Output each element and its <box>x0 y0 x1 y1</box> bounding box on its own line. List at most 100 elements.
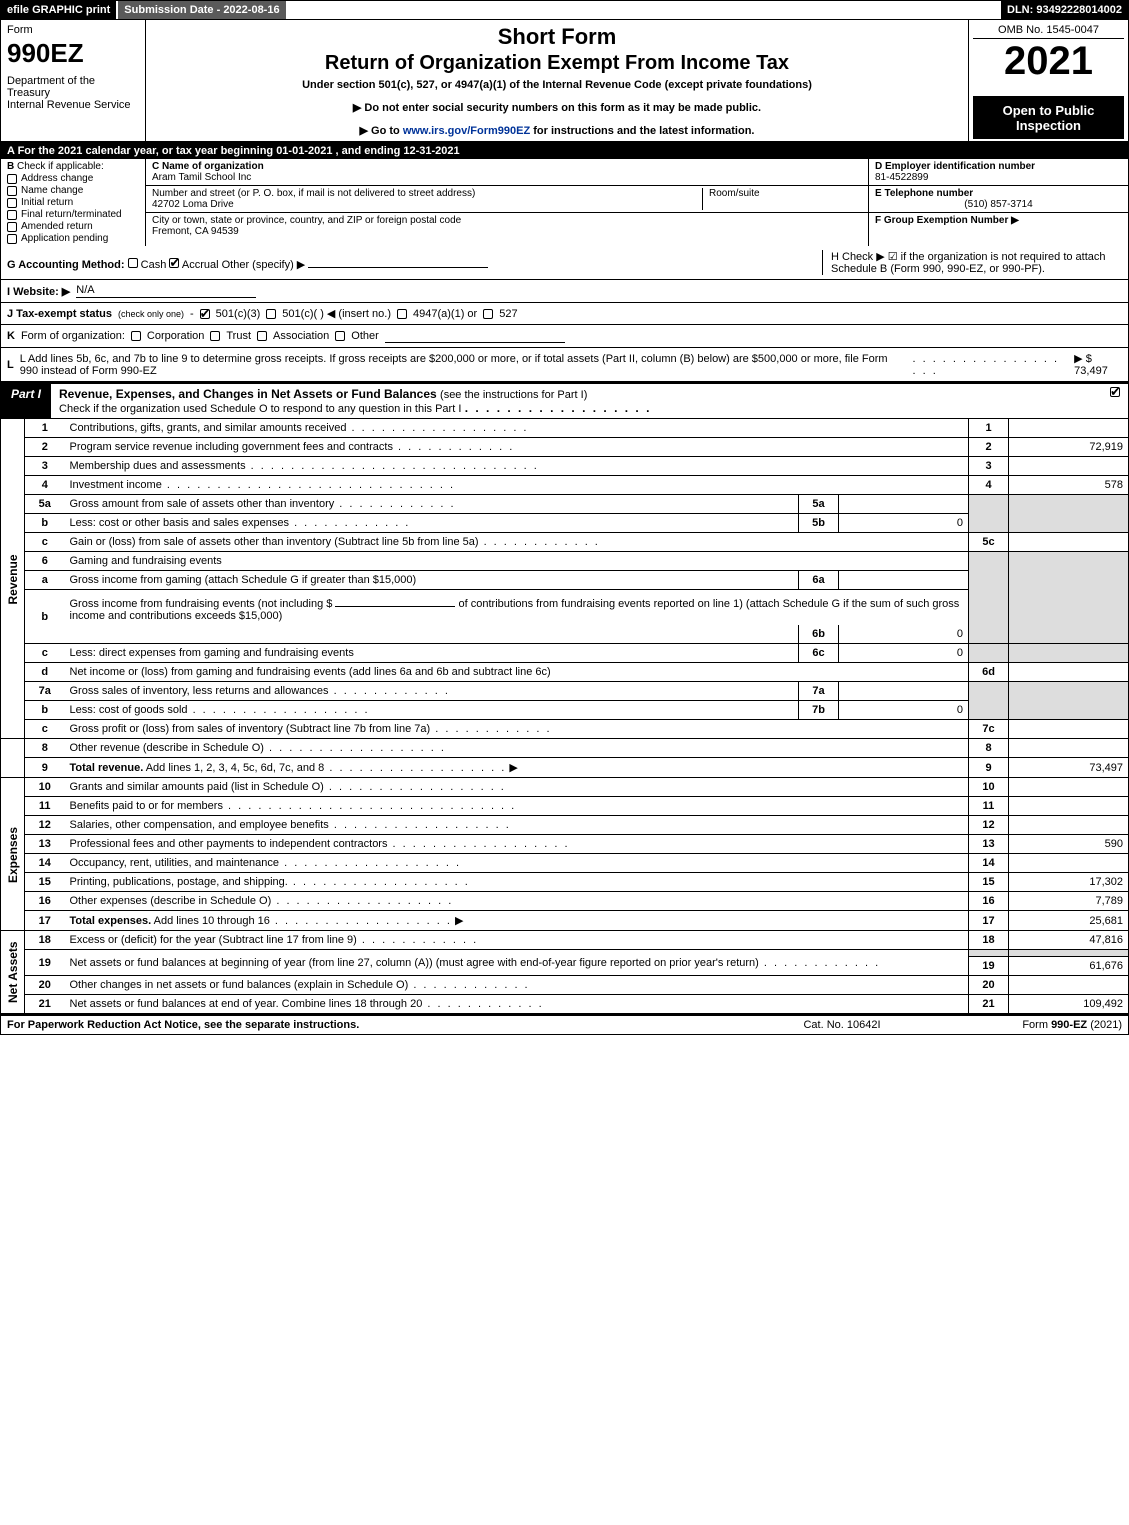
line-desc: Gaming and fundraising events <box>65 552 969 571</box>
line-num: 6 <box>25 552 65 571</box>
line-amount: 590 <box>1009 835 1129 854</box>
shaded-cell <box>1009 682 1129 720</box>
line-desc: Total revenue. Add lines 1, 2, 3, 4, 5c,… <box>65 758 969 778</box>
tel-row: E Telephone number (510) 857-3714 <box>869 186 1128 213</box>
sub-ref: 6c <box>799 644 839 663</box>
sub-val: 0 <box>839 625 969 644</box>
line-num: 10 <box>25 778 65 797</box>
line-desc: Gross sales of inventory, less returns a… <box>65 682 799 701</box>
checkbox-corp[interactable] <box>131 331 141 341</box>
cb-label: Name change <box>21 185 83 196</box>
shaded-cell <box>1009 495 1129 533</box>
checkbox-final-return[interactable] <box>7 210 17 220</box>
expenses-side-label: Expenses <box>1 778 25 931</box>
sub-ref: 7a <box>799 682 839 701</box>
checkbox-assoc[interactable] <box>257 331 267 341</box>
line-ref: 6d <box>969 663 1009 682</box>
part-i-title: Revenue, Expenses, and Changes in Net As… <box>51 384 1102 418</box>
line-amount: 17,302 <box>1009 873 1129 892</box>
checkbox-527[interactable] <box>483 309 493 319</box>
cash-label: Cash <box>141 259 167 271</box>
form-header: Form 990EZ Department of the Treasury In… <box>0 19 1129 143</box>
part-title-text: Revenue, Expenses, and Changes in Net As… <box>59 387 437 401</box>
line-desc: Excess or (deficit) for the year (Subtra… <box>65 931 969 950</box>
line-ref: 5c <box>969 533 1009 552</box>
line-amount <box>1009 663 1129 682</box>
netassets-side-label: Net Assets <box>1 931 25 1014</box>
checkbox-501c[interactable] <box>266 309 276 319</box>
line-desc: Gross income from fundraising events (no… <box>65 590 969 626</box>
line-desc: Occupancy, rent, utilities, and maintena… <box>65 854 969 873</box>
line-amount <box>1009 854 1129 873</box>
city-row: City or town, state or province, country… <box>146 213 868 239</box>
l-amount: ▶ $ 73,497 <box>1074 352 1122 377</box>
checkbox-other-org[interactable] <box>335 331 345 341</box>
line-amount <box>1009 419 1129 438</box>
line-amount <box>1009 976 1129 995</box>
street-value: 42702 Loma Drive <box>152 199 702 210</box>
dln-label: DLN: 93492228014002 <box>1001 1 1128 19</box>
org-name: Aram Tamil School Inc <box>152 172 862 183</box>
other-org-input[interactable] <box>385 329 565 343</box>
revenue-side-label: Revenue <box>1 419 25 739</box>
checkbox-address-change[interactable] <box>7 174 17 184</box>
checkbox-cash[interactable] <box>128 258 138 268</box>
checkbox-amended-return[interactable] <box>7 222 17 232</box>
row-j: J Tax-exempt status (check only one) - 5… <box>1 302 1128 324</box>
column-c: C Name of organization Aram Tamil School… <box>146 159 868 246</box>
column-d: D Employer identification number 81-4522… <box>868 159 1128 246</box>
footer-center: Cat. No. 10642I <box>742 1019 942 1031</box>
line-amount <box>1009 457 1129 476</box>
line-num: 16 <box>25 892 65 911</box>
line-num: 21 <box>25 995 65 1014</box>
line-num: 4 <box>25 476 65 495</box>
spacer <box>65 625 799 644</box>
line-desc: Other expenses (describe in Schedule O) <box>65 892 969 911</box>
line-desc: Other changes in net assets or fund bala… <box>65 976 969 995</box>
line-desc: Benefits paid to or for members <box>65 797 969 816</box>
part-sub-text: (see the instructions for Part I) <box>440 389 587 401</box>
checkbox-name-change[interactable] <box>7 186 17 196</box>
line-amount: 47,816 <box>1009 931 1129 950</box>
line-ref: 16 <box>969 892 1009 911</box>
cb-label: Application pending <box>21 233 108 244</box>
checkbox-4947[interactable] <box>397 309 407 319</box>
shaded-cell <box>1009 552 1129 644</box>
contrib-input[interactable] <box>335 593 455 607</box>
checkbox-accrual[interactable] <box>169 258 179 268</box>
line-ref: 7c <box>969 720 1009 739</box>
line-num: 19 <box>25 950 65 976</box>
other-specify-input[interactable] <box>308 254 488 268</box>
line-amount <box>1009 739 1129 758</box>
line-desc: Less: cost of goods sold <box>65 701 799 720</box>
ein-label: D Employer identification number <box>875 161 1122 172</box>
part-i-checkbox-cell <box>1102 384 1128 418</box>
checkbox-501c3[interactable] <box>200 309 210 319</box>
ein-row: D Employer identification number 81-4522… <box>869 159 1128 186</box>
ein-value: 81-4522899 <box>875 172 1122 183</box>
line-amount <box>1009 533 1129 552</box>
line-desc: Gross profit or (loss) from sales of inv… <box>65 720 969 739</box>
efile-label[interactable]: efile GRAPHIC print <box>1 1 116 19</box>
spacer <box>286 7 1001 13</box>
checkbox-application-pending[interactable] <box>7 234 17 244</box>
row-h: H Check ▶ ☑ if the organization is not r… <box>822 250 1122 275</box>
irs-link[interactable]: www.irs.gov/Form990EZ <box>403 125 530 137</box>
shaded-cell <box>1009 950 1129 957</box>
line-num: 13 <box>25 835 65 854</box>
line-ref: 11 <box>969 797 1009 816</box>
line-ref: 19 <box>969 957 1009 976</box>
line-num: 14 <box>25 854 65 873</box>
line-ref: 14 <box>969 854 1009 873</box>
room-suite-label: Room/suite <box>702 188 862 210</box>
checkbox-trust[interactable] <box>210 331 220 341</box>
row-i: I Website: ▶ N/A <box>1 279 1128 302</box>
cb-label: Amended return <box>21 221 93 232</box>
line-num: 2 <box>25 438 65 457</box>
section-a: A For the 2021 calendar year, or tax yea… <box>0 143 1129 159</box>
row-k: K Form of organization: Corporation Trus… <box>1 324 1128 347</box>
checkbox-initial-return[interactable] <box>7 198 17 208</box>
sub-ref: 5a <box>799 495 839 514</box>
b-label: B <box>7 161 14 172</box>
checkbox-schedule-o[interactable] <box>1110 387 1120 397</box>
